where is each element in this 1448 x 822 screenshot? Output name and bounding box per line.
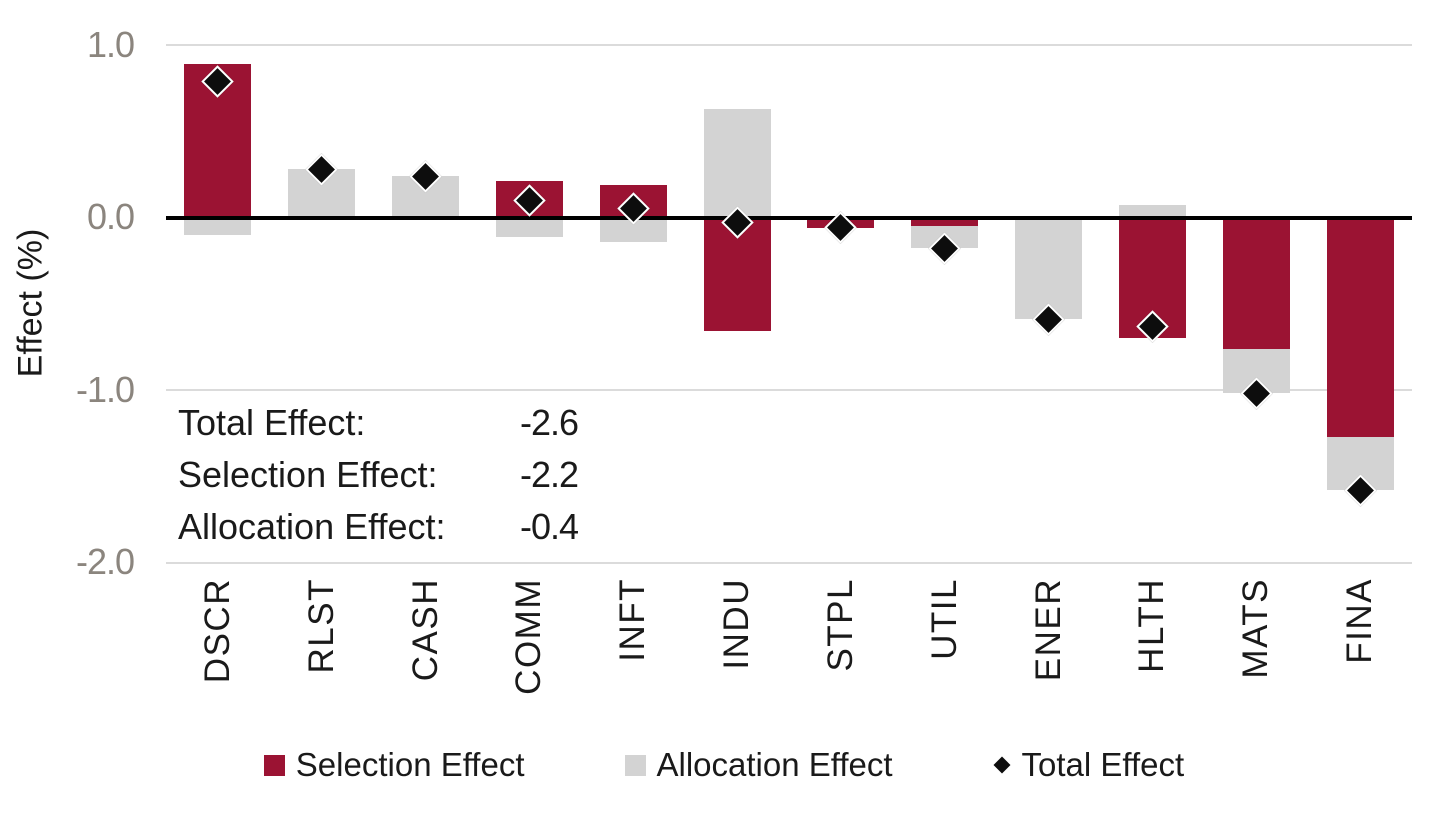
y-tick-label: 0.0 (86, 196, 135, 237)
selection-square-icon (263, 754, 285, 776)
x-axis-label-text: INDU (717, 578, 757, 670)
summary-value: -0.4 (520, 506, 579, 547)
x-axis-label-text: ENER (1028, 578, 1068, 682)
legend-item-selection: Selection Effect (263, 746, 525, 784)
bar-selection-fina (1326, 217, 1394, 437)
y-tick-label: -1.0 (75, 369, 135, 410)
x-axis-label-text: CASH (405, 578, 445, 682)
legend-label: Total Effect (1021, 746, 1185, 783)
x-axis-label-dscr: DSCR (198, 578, 238, 683)
summary-label: Allocation Effect: (178, 506, 446, 547)
x-axis-label-rlst: RLST (302, 578, 342, 673)
legend-label: Selection Effect (295, 746, 525, 783)
y-tick-label: 1.0 (86, 24, 135, 65)
zero-axis-line (166, 215, 1412, 220)
allocation-square-icon (624, 754, 646, 776)
x-axis-label-cash: CASH (406, 578, 446, 681)
summary-row-selection: Selection Effect: -2.2 (178, 454, 579, 506)
x-axis-label-hlth: HLTH (1132, 578, 1172, 673)
x-axis-label-text: FINA (1340, 578, 1380, 664)
x-axis-label-util: UTIL (925, 578, 965, 660)
gridline (166, 44, 1412, 46)
x-axis-label-inft: INFT (613, 578, 653, 662)
bar-allocation-hlth (1118, 205, 1186, 218)
x-axis-label-text: UTIL (924, 578, 964, 660)
x-axis-label-text: STPL (820, 578, 860, 672)
total-diamond-icon (993, 756, 1011, 774)
summary-label: Total Effect: (178, 402, 366, 443)
x-axis-label-text: DSCR (197, 578, 237, 684)
chart-legend: Selection Effect Allocation Effect Total… (0, 746, 1448, 784)
bar-selection-mats (1222, 217, 1290, 349)
bar-allocation-ener (1015, 217, 1083, 320)
gridline (166, 561, 1412, 564)
legend-item-total: Total Effect (993, 746, 1185, 784)
x-axis-label-text: INFT (613, 578, 653, 662)
x-axis-label-mats: MATS (1236, 578, 1276, 679)
legend-label: Allocation Effect (656, 746, 893, 783)
y-tick-label: -2.0 (75, 541, 135, 582)
x-axis-label-comm: COMM (509, 578, 549, 695)
x-axis-label-stpl: STPL (821, 578, 861, 672)
bar-allocation-comm (495, 217, 563, 237)
summary-row-allocation: Allocation Effect: -0.4 (178, 506, 579, 558)
x-axis-label-text: COMM (509, 578, 549, 695)
bar-selection-util (911, 217, 979, 227)
x-axis-label-fina: FINA (1340, 578, 1380, 664)
bar-allocation-dscr (184, 217, 252, 235)
summary-label: Selection Effect: (178, 454, 438, 495)
summary-annotation: Total Effect: -2.6 Selection Effect: -2.… (178, 402, 579, 558)
summary-row-total: Total Effect: -2.6 (178, 402, 579, 454)
bar-allocation-indu (703, 108, 771, 218)
x-axis-label-text: HLTH (1132, 578, 1172, 673)
y-axis-title: Effect (%) (11, 228, 50, 378)
x-axis-label-indu: INDU (717, 578, 757, 670)
summary-value: -2.2 (520, 454, 579, 495)
x-axis-label-text: MATS (1236, 578, 1276, 679)
legend-item-allocation: Allocation Effect (624, 746, 893, 784)
gridline (166, 389, 1412, 391)
x-axis-label-text: RLST (301, 578, 341, 674)
summary-value: -2.6 (520, 402, 579, 443)
x-axis-label-ener: ENER (1029, 578, 1069, 681)
